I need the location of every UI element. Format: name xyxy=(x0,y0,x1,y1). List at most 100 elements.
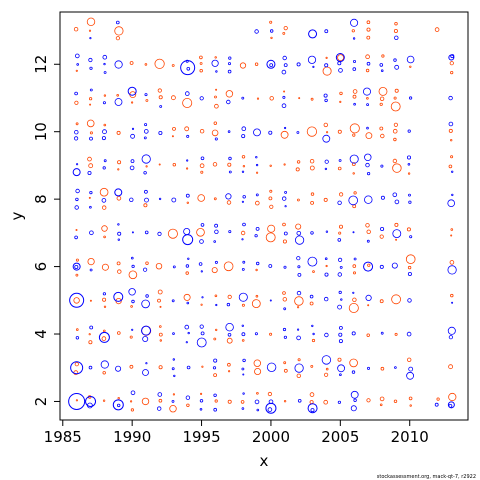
residual-point xyxy=(115,365,122,372)
residual-point xyxy=(227,162,232,167)
residual-point xyxy=(394,35,399,40)
residual-point xyxy=(240,400,245,404)
residual-point xyxy=(366,398,371,403)
residual-point xyxy=(214,95,217,99)
residual-point xyxy=(392,158,398,164)
residual-point xyxy=(129,61,134,65)
residual-point xyxy=(143,189,148,194)
residual-point-large xyxy=(72,262,81,271)
residual-point xyxy=(394,88,399,93)
residual-point xyxy=(269,63,274,67)
residual-point xyxy=(101,136,106,141)
residual-point xyxy=(103,305,107,309)
residual-point xyxy=(199,128,205,134)
residual-point xyxy=(89,268,93,272)
residual-point xyxy=(451,301,454,304)
residual-point xyxy=(186,301,190,305)
residual-point xyxy=(394,22,398,26)
residual-point xyxy=(254,399,260,405)
residual-point xyxy=(366,61,371,66)
residual-point xyxy=(339,91,343,96)
residual-point xyxy=(269,164,272,168)
residual-point xyxy=(366,229,371,234)
residual-point xyxy=(365,162,370,168)
residual-point xyxy=(142,335,149,342)
residual-point xyxy=(240,230,246,236)
residual-point xyxy=(158,163,161,166)
residual-point xyxy=(282,95,286,99)
residual-point xyxy=(407,265,412,270)
residual-point xyxy=(88,365,93,370)
residual-point xyxy=(129,197,134,202)
residual-point xyxy=(365,68,370,73)
residual-point xyxy=(197,194,206,202)
residual-point xyxy=(353,191,357,195)
residual-point xyxy=(309,158,315,164)
residual-point xyxy=(117,168,120,171)
residual-point xyxy=(311,338,316,343)
residual-point xyxy=(214,223,219,228)
y-tick-label: 6 xyxy=(32,262,50,272)
residual-point xyxy=(75,336,80,340)
residual-point xyxy=(448,335,453,340)
residual-point xyxy=(310,97,314,101)
residual-point xyxy=(348,195,359,206)
residual-point xyxy=(75,399,79,402)
residual-point xyxy=(89,97,93,101)
residual-point xyxy=(103,62,106,66)
plot-frame xyxy=(59,11,469,421)
x-tick-label: 2000 xyxy=(252,428,290,446)
residual-point xyxy=(184,324,190,330)
residual-point xyxy=(89,131,93,135)
residual-point xyxy=(187,331,190,335)
residual-point xyxy=(367,304,370,307)
residual-point xyxy=(436,397,440,401)
residual-point xyxy=(380,133,385,139)
residual-point xyxy=(199,62,203,65)
residual-point xyxy=(76,63,79,66)
residual-point xyxy=(340,298,343,301)
residual-point-large xyxy=(72,168,81,177)
residual-point xyxy=(381,54,385,58)
residual-point xyxy=(89,88,93,92)
residual-point xyxy=(309,165,315,171)
residual-point xyxy=(407,129,411,133)
residual-point xyxy=(131,264,135,268)
residual-point xyxy=(324,159,329,164)
residual-point xyxy=(282,239,287,244)
residual-point xyxy=(255,268,258,272)
residual-point xyxy=(309,294,314,299)
residual-point xyxy=(241,332,246,337)
residual-point xyxy=(282,222,286,227)
residual-point xyxy=(144,123,148,127)
residual-point xyxy=(408,366,414,372)
residual-point xyxy=(172,265,176,269)
residual-point xyxy=(282,291,286,295)
residual-point xyxy=(324,257,328,261)
residual-point xyxy=(379,63,384,67)
residual-point xyxy=(450,234,453,237)
residual-point xyxy=(451,170,454,174)
residual-point xyxy=(251,299,261,309)
residual-point xyxy=(128,288,136,296)
residual-point xyxy=(366,333,370,337)
residual-point xyxy=(393,137,397,142)
residual-point xyxy=(87,156,92,162)
x-tick-label: 1990 xyxy=(113,428,151,446)
residual-point xyxy=(102,292,107,296)
residual-point xyxy=(200,303,203,306)
residual-point xyxy=(366,126,369,130)
residual-point xyxy=(352,271,356,275)
residual-point-large xyxy=(307,403,318,414)
residual-point xyxy=(73,297,80,304)
residual-point-large xyxy=(182,234,194,246)
residual-point xyxy=(310,200,315,205)
residual-point xyxy=(283,163,286,166)
residual-point xyxy=(307,55,317,64)
residual-point xyxy=(75,53,80,59)
residual-point xyxy=(117,269,122,274)
residual-point xyxy=(297,358,301,362)
residual-point xyxy=(253,128,261,137)
x-axis-title: x xyxy=(260,452,269,470)
residual-point xyxy=(255,163,259,167)
